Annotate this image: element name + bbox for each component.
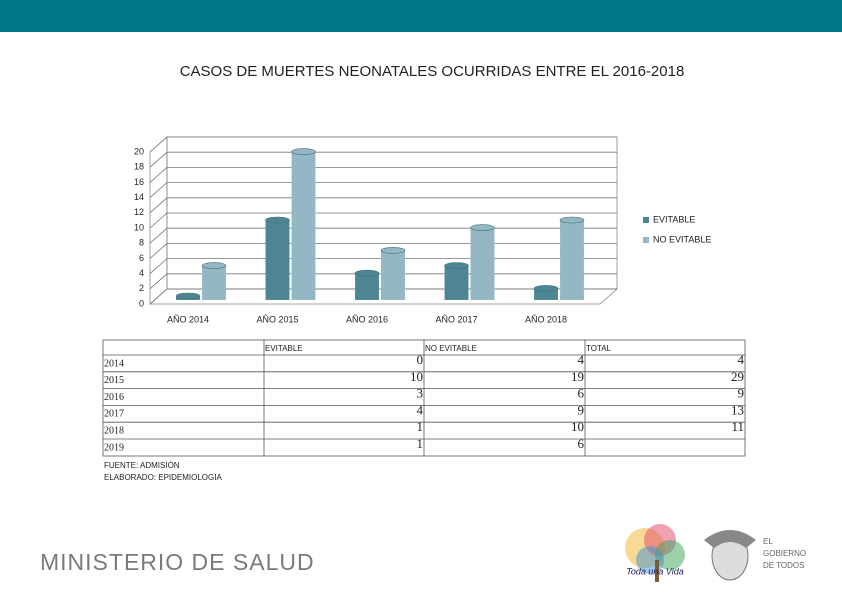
legend-label: EVITABLE — [653, 214, 695, 224]
bar — [559, 219, 585, 301]
logo-text: Toda una Vida — [626, 566, 684, 576]
table-cell: 2014 — [104, 358, 124, 369]
bar — [201, 265, 227, 301]
table-cell: 6 — [578, 436, 585, 451]
y-tick-label: 18 — [134, 162, 144, 172]
bar-top — [201, 262, 227, 269]
bar-top — [444, 262, 469, 269]
ministry-brand: MINISTERIO DE SALUD — [40, 549, 315, 575]
bar-top — [175, 292, 201, 300]
x-tick-label: AÑO 2014 — [167, 314, 209, 324]
chart-title: CASOS DE MUERTES NEONATALES OCURRIDAS EN… — [180, 63, 685, 80]
grid-line — [149, 197, 617, 214]
bar — [444, 265, 469, 301]
y-tick-label: 16 — [134, 177, 144, 187]
grid-line — [149, 212, 617, 229]
table-cell: 2019 — [104, 442, 124, 453]
y-tick-label: 10 — [134, 222, 144, 232]
note: FUENTE: ADMISIÒN — [104, 461, 180, 470]
legend-label: NO EVITABLE — [653, 234, 711, 244]
x-tick-label: AÑO 2017 — [435, 314, 477, 324]
x-tick-label: AÑO 2016 — [346, 314, 388, 324]
table-cell: 2016 — [104, 392, 124, 403]
logo-coat-of-arms — [704, 530, 756, 581]
table-cell: 2018 — [104, 425, 124, 436]
logo-todaunavida: Toda una Vida — [625, 524, 685, 582]
logo-text: GOBIERNO — [763, 549, 806, 558]
table-cell: 4 — [738, 352, 745, 367]
bar — [291, 151, 316, 301]
table-cell: 13 — [731, 402, 744, 417]
bar-top — [559, 216, 585, 224]
top-bar — [0, 0, 842, 32]
table-header: EVITABLE — [265, 344, 303, 353]
grid-line — [149, 227, 617, 244]
bar-top — [470, 224, 495, 231]
table-cell: 11 — [731, 419, 744, 434]
note: ELABORADO: EPIDEMIOLOGIA — [104, 473, 222, 482]
table-cell: 2015 — [104, 375, 124, 386]
y-tick-label: 6 — [139, 253, 144, 263]
table-cell: 10 — [571, 419, 584, 434]
y-tick-label: 4 — [139, 268, 144, 278]
table-cell: 3 — [417, 386, 424, 401]
bar-top — [380, 247, 406, 254]
y-tick-label: 8 — [139, 238, 144, 248]
table-cell: 6 — [578, 386, 585, 401]
grid-line — [149, 166, 617, 183]
x-tick-label: AÑO 2015 — [256, 314, 298, 324]
table-header: TOTAL — [586, 344, 612, 353]
grid-line — [149, 136, 617, 153]
grid-line — [149, 258, 617, 274]
y-tick-label: 12 — [134, 207, 144, 217]
table-cell: 9 — [578, 402, 585, 417]
grid-line — [149, 182, 617, 198]
table-cell: 1 — [417, 436, 424, 451]
legend-swatch — [643, 237, 649, 243]
bar-top — [291, 148, 316, 155]
bar-top — [533, 285, 559, 292]
bar — [380, 250, 406, 301]
grid-line — [149, 151, 617, 168]
x-tick-label: AÑO 2018 — [525, 314, 567, 324]
bar — [354, 273, 380, 301]
bar — [265, 219, 290, 301]
table-cell: 10 — [410, 369, 423, 384]
table-cell: 9 — [738, 386, 745, 401]
table-cell: 19 — [571, 369, 584, 384]
grid-line — [149, 242, 617, 259]
bar — [470, 227, 495, 301]
bar-top — [265, 216, 290, 224]
table-cell: 0 — [417, 352, 424, 367]
table-cell: 1 — [417, 419, 424, 434]
y-tick-label: 20 — [134, 146, 144, 156]
y-tick-label: 14 — [134, 192, 144, 202]
table-header: NO EVITABLE — [425, 344, 477, 353]
table-cell: 4 — [578, 352, 585, 367]
legend-swatch — [643, 217, 649, 223]
table-cell: 29 — [731, 369, 744, 384]
logo-text: EL — [763, 537, 773, 546]
bar-top — [354, 269, 380, 277]
table-cell: 4 — [417, 402, 424, 417]
table-cell: 2017 — [104, 409, 124, 420]
y-tick-label: 2 — [139, 283, 144, 293]
y-tick-label: 0 — [139, 298, 144, 308]
logo-text: DE TODOS — [763, 561, 805, 570]
